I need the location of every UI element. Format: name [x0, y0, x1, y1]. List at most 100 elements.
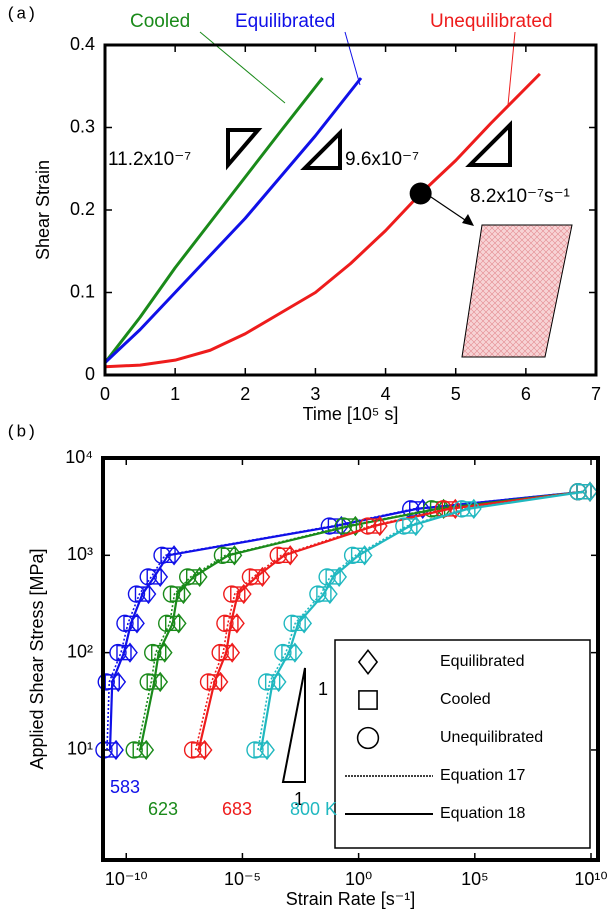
marker-circle	[356, 726, 380, 750]
marker-diamond	[582, 481, 598, 502]
marker-square	[441, 501, 458, 517]
x-tick-label: 1	[170, 384, 180, 404]
marker-square	[325, 569, 341, 585]
marker-circle	[283, 614, 301, 633]
marker-square	[160, 547, 176, 564]
marker-circle	[422, 500, 441, 518]
marker-square	[358, 690, 378, 710]
marker-square	[186, 569, 202, 585]
fit-line	[197, 490, 585, 751]
slope-triangle	[226, 128, 263, 171]
marker-circle	[257, 673, 276, 691]
y-axis-label: Shear Strain	[33, 160, 53, 260]
marker-square	[146, 569, 162, 585]
marker-diamond	[582, 481, 598, 502]
marker-square	[230, 586, 246, 602]
legend-label: Equilibrated	[440, 653, 525, 670]
slope-annotation: 11.2x10⁻⁷	[108, 149, 191, 170]
marker-square	[146, 674, 162, 690]
marker-square	[316, 586, 332, 602]
marker-diamond	[582, 481, 598, 502]
x-tick-label: 0	[100, 384, 110, 404]
marker-circle	[139, 568, 157, 586]
marker-diamond	[357, 649, 379, 675]
marker-circle	[127, 585, 146, 603]
fit-line	[257, 490, 582, 751]
marker-square	[206, 674, 223, 690]
marker-square	[576, 484, 592, 500]
series-label: 683	[222, 799, 252, 819]
x-tick-label: 7	[591, 384, 601, 404]
marker-circle	[269, 546, 287, 565]
x-tick-label: 10⁰	[345, 869, 372, 889]
marker-square	[151, 644, 167, 661]
legend-label: Equation 18	[440, 805, 526, 822]
marker-circle	[139, 673, 157, 691]
marker-circle	[216, 614, 234, 633]
y-tick-label: 10³	[67, 544, 93, 564]
slope-label: 1	[294, 789, 304, 809]
marker-circle	[320, 517, 339, 535]
y-tick-label: 0.4	[70, 34, 95, 54]
marker-circle	[199, 673, 218, 691]
marker-square	[165, 615, 181, 632]
marker-circle	[309, 585, 327, 603]
series-label: Cooled	[130, 11, 190, 32]
x-tick-label: 6	[521, 384, 531, 404]
marker-circle	[241, 568, 260, 586]
marker-circle	[179, 568, 197, 586]
marker-circle	[116, 614, 134, 633]
highlight-point	[409, 182, 432, 205]
marker-circle	[318, 568, 336, 586]
series-label: Unequilibrated	[430, 11, 553, 32]
y-tick-label: 10¹	[67, 739, 93, 759]
marker-square	[350, 547, 367, 564]
x-tick-label: 2	[240, 384, 250, 404]
series-label: Equilibrated	[235, 11, 335, 32]
marker-circle	[246, 741, 264, 759]
leader-line	[199, 31, 286, 104]
panel-label: (b)	[6, 423, 37, 442]
marker-square	[104, 674, 120, 690]
x-tick-label: 10⁵	[461, 869, 488, 889]
marker-square	[218, 644, 234, 661]
y-tick-label: 10⁴	[65, 447, 93, 467]
slope-annotation: 9.6x10⁻⁷	[345, 149, 419, 170]
marker-circle	[97, 673, 115, 691]
series-label: 623	[148, 799, 178, 819]
leader-line	[507, 31, 516, 106]
marker-circle	[395, 517, 413, 535]
leader-line	[344, 31, 361, 86]
marker-circle	[158, 614, 176, 633]
marker-square	[402, 518, 418, 534]
marker-circle	[453, 500, 471, 518]
x-axis-label: Time [10⁵ s]	[303, 404, 399, 424]
marker-square	[276, 547, 292, 564]
marker-circle	[359, 517, 377, 535]
marker-square	[132, 742, 148, 758]
marker-circle	[569, 483, 587, 501]
arrow-head	[462, 214, 474, 226]
marker-square	[290, 615, 306, 632]
marker-circle	[274, 643, 292, 662]
legend-label: Unequilibrated	[440, 729, 543, 746]
marker-square	[190, 742, 207, 758]
x-tick-label: 4	[381, 384, 391, 404]
slope-annotation: 8.2x10⁻⁷s⁻¹	[470, 186, 570, 207]
data-line	[103, 77, 324, 364]
y-tick-label: 0.1	[70, 281, 95, 301]
marker-square	[220, 547, 237, 564]
marker-circle	[144, 643, 162, 662]
slope-triangle	[300, 128, 342, 170]
marker-circle	[153, 546, 171, 565]
slope-label: 1	[318, 679, 328, 699]
arrow	[427, 194, 469, 223]
marker-square	[248, 569, 265, 585]
marker-circle	[211, 643, 229, 662]
marker-square	[123, 615, 139, 632]
x-tick-label: 3	[310, 384, 320, 404]
x-tick-label: 5	[451, 384, 461, 404]
fit-line	[139, 490, 585, 751]
x-tick-label: 10⁻⁵	[224, 869, 261, 889]
